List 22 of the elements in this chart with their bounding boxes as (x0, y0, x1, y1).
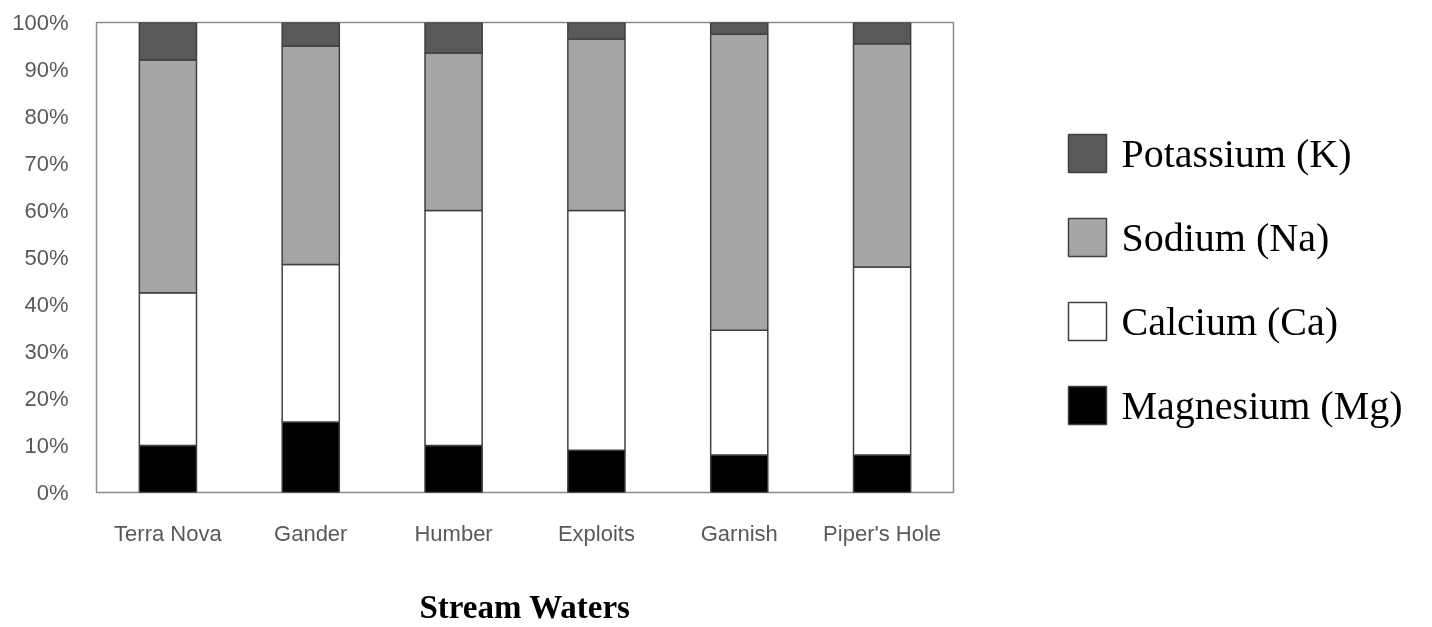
x-tick-label: Gander (274, 520, 348, 546)
x-tick-label: Garnish (700, 520, 778, 546)
y-tick-label: 100% (12, 10, 69, 35)
legend-label: Potassium (K) (1121, 131, 1352, 176)
x-tick-label: Humber (414, 520, 493, 546)
y-tick-label: 50% (24, 245, 69, 270)
x-tick-label: Terra Nova (114, 520, 223, 546)
legend-label: Sodium (Na) (1121, 215, 1330, 260)
y-tick-label: 70% (24, 151, 69, 176)
legend-label: Calcium (Ca) (1121, 299, 1339, 344)
x-tick-label: Piper's Hole (823, 520, 942, 546)
y-tick-label: 40% (24, 292, 69, 317)
y-tick-label: 10% (24, 433, 69, 458)
y-tick-label: 20% (24, 386, 69, 411)
x-axis-title: Stream Waters (419, 588, 631, 625)
legend-label: Magnesium (Mg) (1121, 383, 1403, 428)
y-tick-label: 80% (24, 104, 69, 129)
y-tick-label: 60% (24, 198, 69, 223)
y-tick-label: 90% (24, 57, 69, 82)
x-tick-label: Exploits (557, 520, 635, 546)
y-tick-label: 30% (24, 339, 69, 364)
y-tick-label: 0% (36, 480, 69, 505)
